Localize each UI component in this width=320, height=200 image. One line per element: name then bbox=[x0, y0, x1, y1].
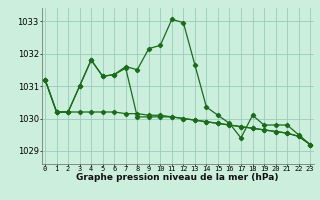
X-axis label: Graphe pression niveau de la mer (hPa): Graphe pression niveau de la mer (hPa) bbox=[76, 173, 279, 182]
